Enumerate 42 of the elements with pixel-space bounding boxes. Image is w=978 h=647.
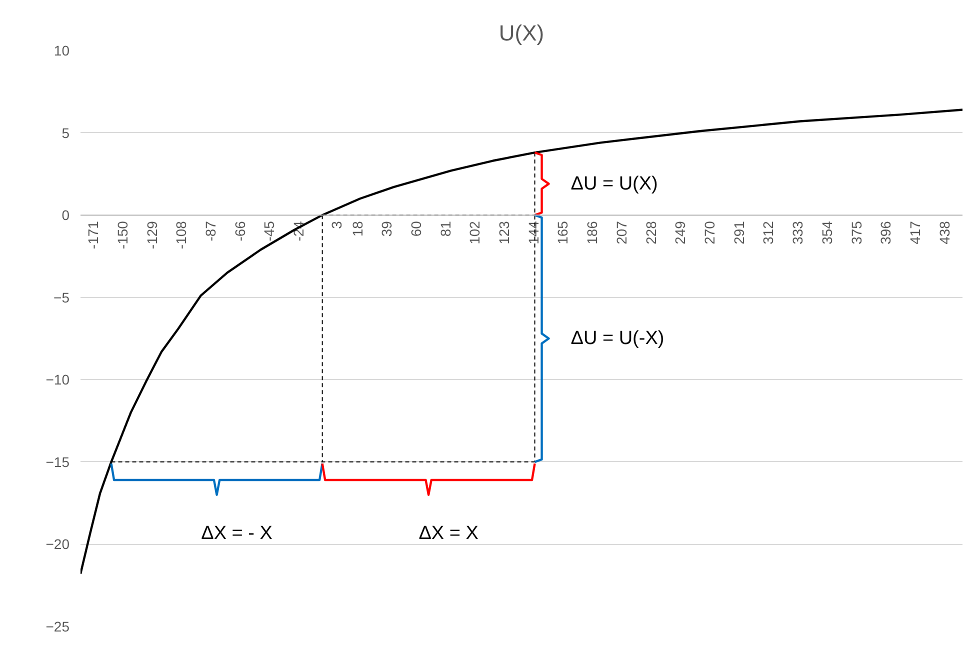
x-tick-label: -108 (173, 220, 190, 250)
x-tick-label: 102 (466, 220, 483, 244)
x-tick-label: 333 (790, 220, 806, 244)
x-tick-label: 144 (525, 220, 542, 244)
x-tick-label: 39 (378, 220, 395, 237)
y-tick-label: 5 (62, 124, 70, 141)
x-tick-label: 312 (760, 220, 776, 244)
y-tick-label: −10 (46, 372, 70, 388)
y-tick-label: −20 (46, 536, 70, 552)
x-tick-label: 207 (613, 220, 630, 244)
x-tick-label: -45 (261, 220, 278, 242)
x-tick-label: -87 (202, 220, 218, 242)
y-tick-label: 10 (54, 42, 70, 58)
y-tick-label: −15 (46, 454, 70, 470)
annotation: ΔU = U(-X) (570, 328, 664, 349)
x-tick-label: 228 (642, 220, 659, 244)
x-tick-label: 3 (328, 220, 344, 229)
y-tick-label: −5 (54, 289, 70, 306)
annotation: ΔU = U(X) (570, 173, 658, 194)
x-tick-label: 417 (906, 220, 923, 244)
y-tick-label: 0 (62, 207, 70, 224)
x-tick-label: 396 (878, 220, 894, 244)
x-tick-label: 438 (936, 220, 952, 244)
x-tick-label: 375 (848, 220, 864, 244)
x-tick-label: 354 (818, 220, 835, 244)
annotation: ΔX = - X (201, 522, 273, 544)
chart-title: U(X) (498, 20, 544, 46)
x-tick-label: -66 (232, 220, 248, 242)
x-tick-label: -171 (85, 220, 102, 250)
x-tick-label: 81 (437, 220, 454, 237)
x-tick-label: 123 (496, 220, 512, 244)
annotation: ΔX = X (418, 522, 479, 544)
y-tick-label: −25 (46, 618, 70, 634)
x-tick-label: -150 (114, 220, 130, 250)
x-tick-label: 18 (349, 220, 366, 237)
x-tick-label: 291 (730, 220, 747, 244)
x-tick-label: 249 (672, 220, 688, 244)
x-tick-label: 60 (408, 220, 424, 237)
x-tick-label: -129 (144, 220, 160, 250)
x-tick-label: 186 (584, 220, 600, 244)
x-tick-label: 165 (554, 220, 571, 244)
x-tick-label: 270 (702, 220, 718, 244)
